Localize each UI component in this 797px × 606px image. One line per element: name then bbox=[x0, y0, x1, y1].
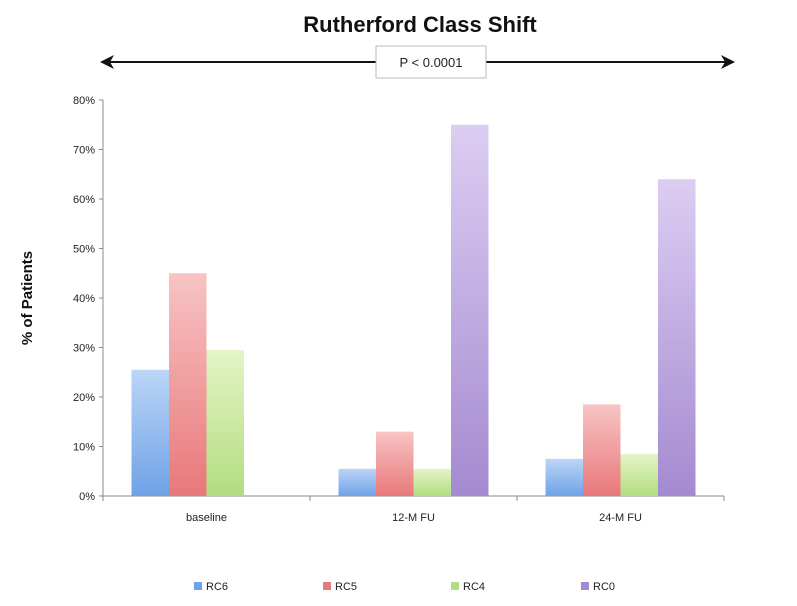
x-tick-label: baseline bbox=[186, 512, 227, 524]
y-tick-label: 40% bbox=[73, 293, 95, 305]
bar-rc6-24-m-fu bbox=[545, 458, 583, 496]
y-axis-label: % of Patients bbox=[19, 251, 36, 345]
y-tick-label: 20% bbox=[73, 392, 95, 404]
legend-swatch bbox=[323, 582, 331, 590]
bar-rc0-12-m-fu bbox=[451, 124, 489, 496]
bar-rc4-12-m-fu bbox=[413, 468, 451, 496]
legend-label: RC4 bbox=[463, 581, 485, 593]
legend-swatch bbox=[194, 582, 202, 590]
legend-item-rc0: RC0 bbox=[581, 581, 615, 593]
bars bbox=[131, 124, 696, 496]
legend-item-rc6: RC6 bbox=[194, 581, 228, 593]
legend-swatch bbox=[581, 582, 589, 590]
y-tick-label: 50% bbox=[73, 244, 95, 256]
x-tick-label: 12-M FU bbox=[392, 512, 435, 524]
y-axis-ticks: 0% 10% 20% 30% 40% 50% 60% 70% 80% bbox=[73, 95, 103, 503]
bar-rc6-12-m-fu bbox=[338, 468, 376, 496]
y-tick-label: 10% bbox=[73, 442, 95, 454]
x-tick-label: 24-M FU bbox=[599, 512, 642, 524]
p-value-box bbox=[375, 45, 487, 79]
bar-rc5-12-m-fu bbox=[376, 431, 414, 496]
y-tick-label: 0% bbox=[79, 491, 95, 503]
legend-label: RC6 bbox=[206, 581, 228, 593]
chart-title: Rutherford Class Shift bbox=[303, 12, 537, 37]
p-value-label: P < 0.0001 bbox=[399, 55, 462, 70]
y-tick-label: 60% bbox=[73, 194, 95, 206]
y-tick-label: 70% bbox=[73, 145, 95, 157]
legend-swatch bbox=[451, 582, 459, 590]
bar-rc0-24-m-fu bbox=[658, 179, 696, 496]
significance-arrow: P < 0.0001 bbox=[100, 45, 735, 79]
bar-rc4-24-m-fu bbox=[620, 453, 658, 496]
legend-label: RC0 bbox=[593, 581, 615, 593]
legend-label: RC5 bbox=[335, 581, 357, 593]
y-tick-label: 30% bbox=[73, 343, 95, 355]
legend: RC6 RC5 RC4 RC0 bbox=[194, 581, 615, 593]
arrow-right-head bbox=[721, 55, 735, 69]
legend-item-rc5: RC5 bbox=[323, 581, 357, 593]
bar-rc4-baseline bbox=[206, 349, 244, 496]
legend-item-rc4: RC4 bbox=[451, 581, 485, 593]
x-axis-ticks: baseline 12-M FU 24-M FU bbox=[102, 496, 725, 524]
arrow-left-head bbox=[100, 55, 114, 69]
bar-rc6-baseline bbox=[131, 369, 169, 496]
bar-rc5-24-m-fu bbox=[583, 404, 621, 496]
y-tick-label: 80% bbox=[73, 95, 95, 107]
bar-rc5-baseline bbox=[169, 273, 207, 496]
